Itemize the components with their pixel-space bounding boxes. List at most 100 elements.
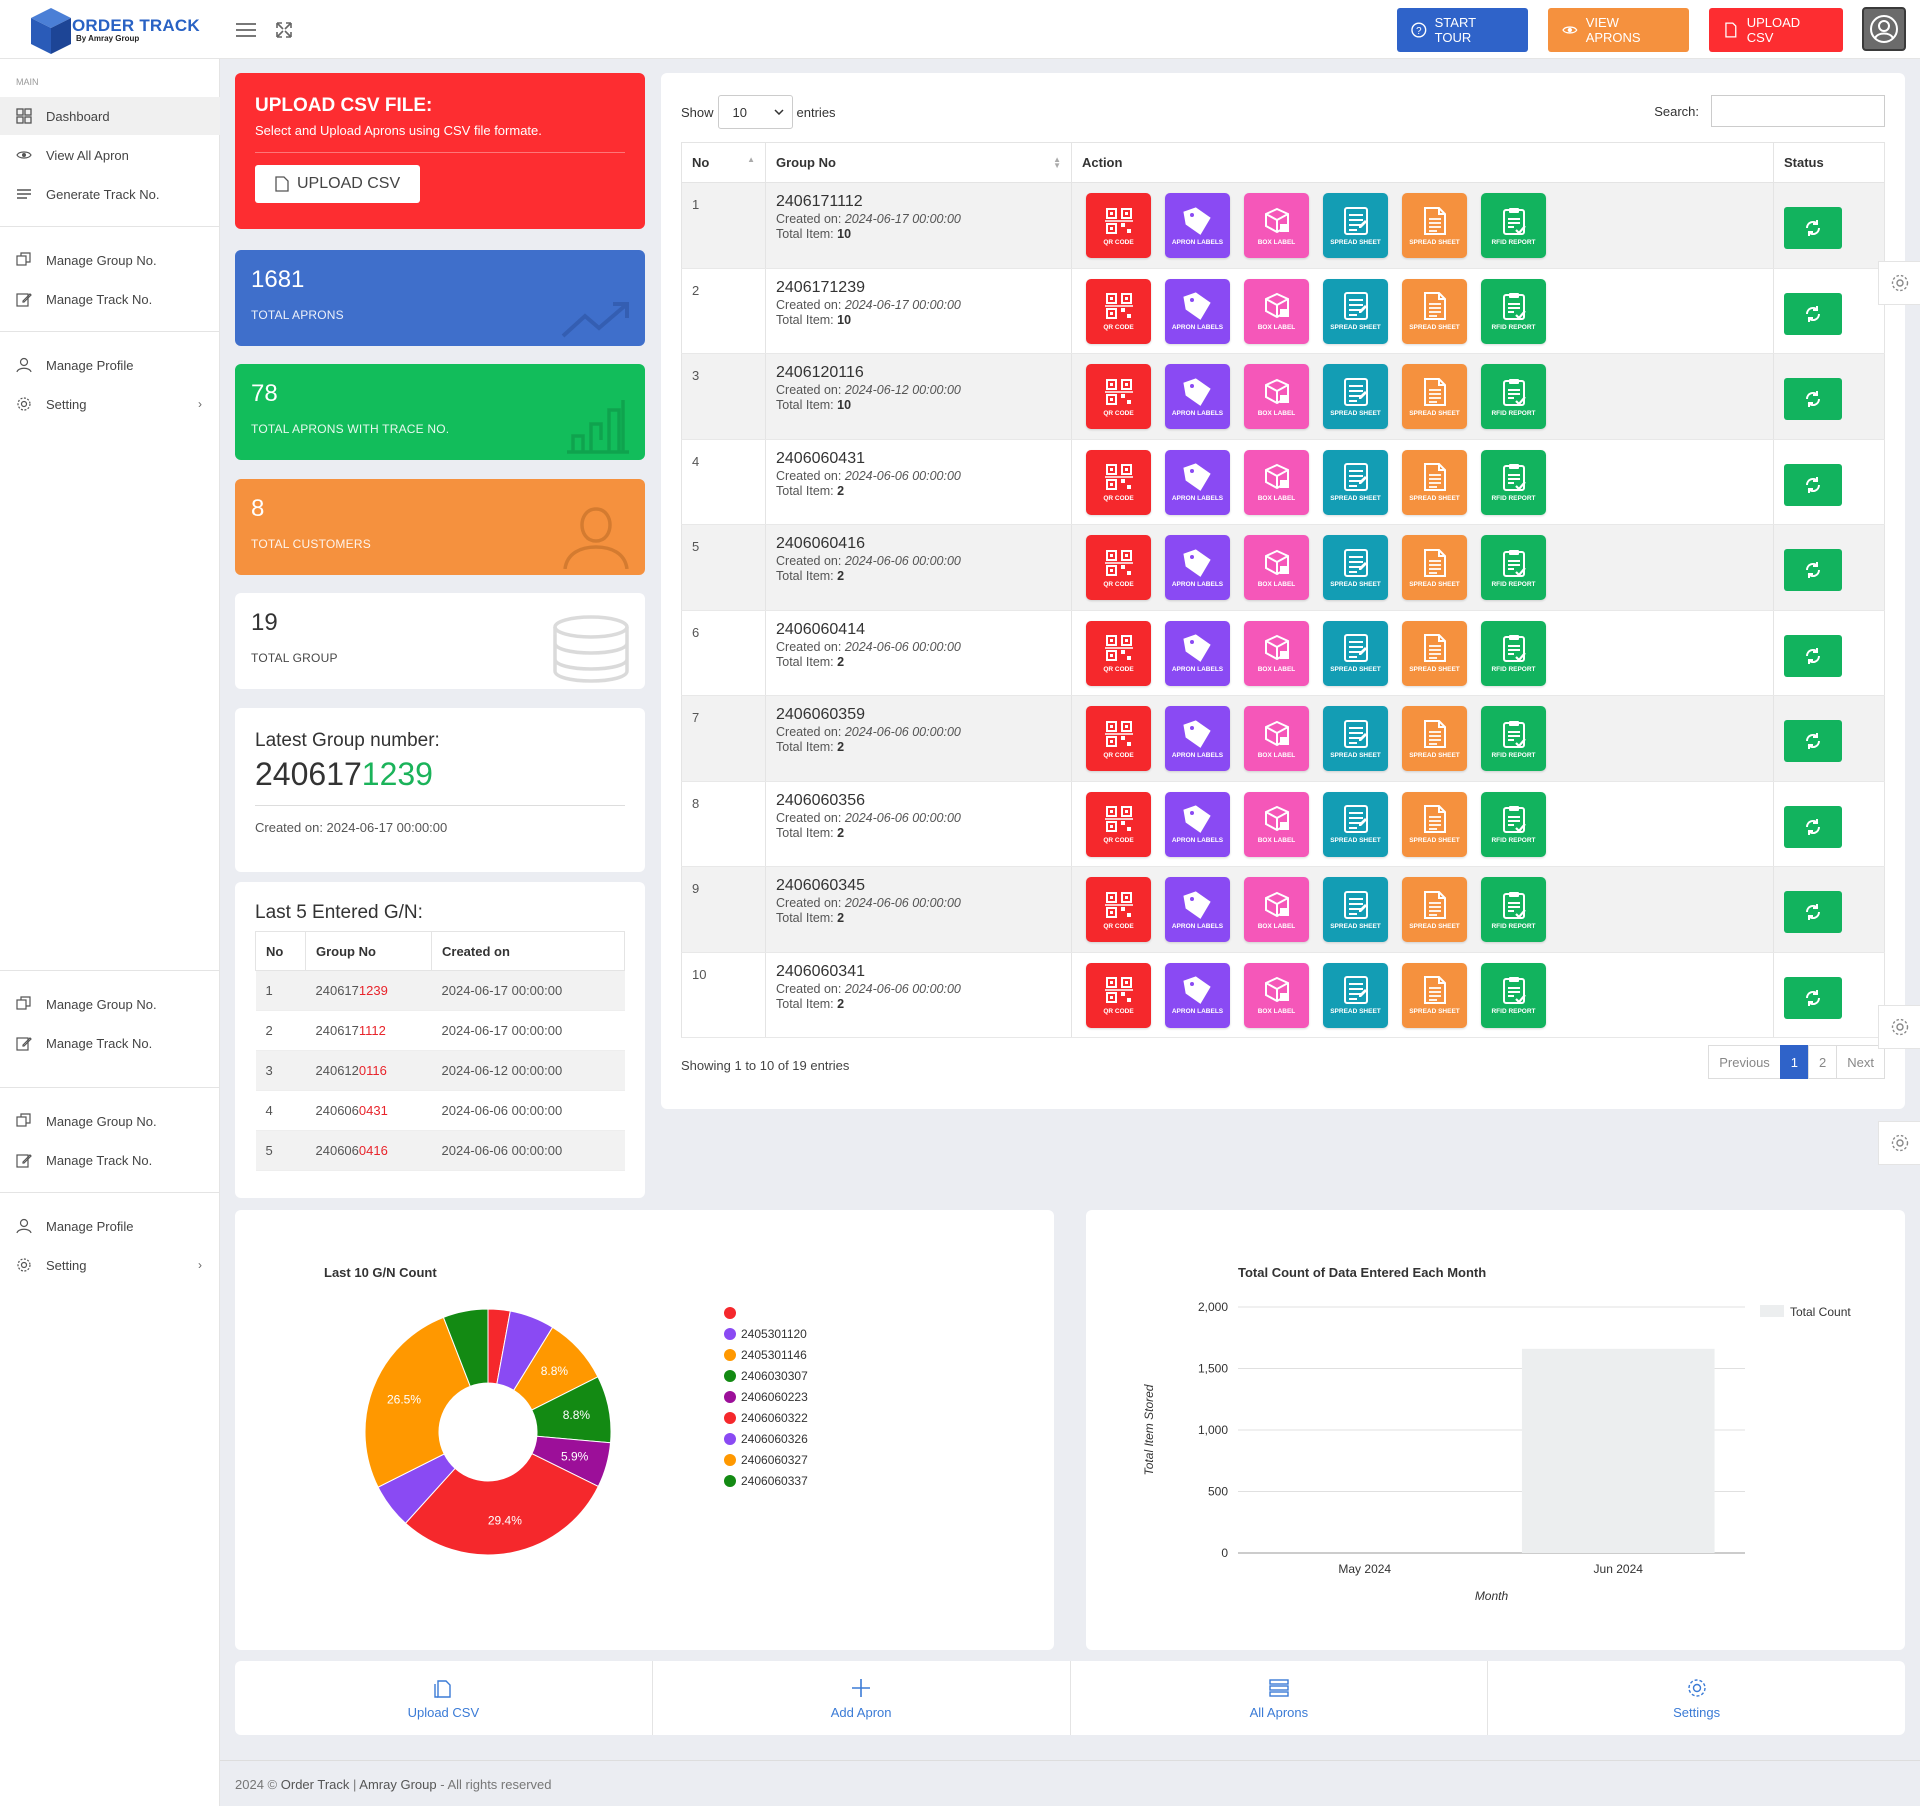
action-spread-sheet-button[interactable]: SPREAD SHEET xyxy=(1402,449,1467,515)
action-apron-labels-button[interactable]: APRON LABELS xyxy=(1165,962,1230,1028)
action-box-label-button[interactable]: BOX LABEL xyxy=(1244,706,1309,771)
sidebar-item-manage-track[interactable]: Manage Track No. xyxy=(0,280,220,318)
action-apron-labels-button[interactable]: APRON LABELS xyxy=(1165,620,1230,686)
action-box-label-button[interactable]: BOX LABEL xyxy=(1244,791,1309,857)
action-spread-sheet-button[interactable]: SPREAD SHEET xyxy=(1402,877,1467,942)
action-spread-sheet-button[interactable]: SPREAD SHEET xyxy=(1323,278,1388,344)
upload-csv-header-button[interactable]: UPLOAD CSV xyxy=(1709,8,1843,52)
settings-tab[interactable] xyxy=(1878,261,1920,305)
action-box-label-button[interactable]: BOX LABEL xyxy=(1244,278,1309,344)
status-refresh-button[interactable] xyxy=(1784,207,1842,249)
pagination-page-1[interactable]: 1 xyxy=(1779,1045,1810,1079)
sidebar-item-setting[interactable]: Setting › xyxy=(0,385,220,423)
entries-select[interactable]: 10 xyxy=(717,95,793,129)
action-spread-sheet-button[interactable]: SPREAD SHEET xyxy=(1402,791,1467,857)
sidebar-item-manage-group[interactable]: Manage Group No. xyxy=(0,985,220,1023)
action-rfid-report-button[interactable]: RFID REPORT xyxy=(1481,620,1546,686)
action-spread-sheet-button[interactable]: SPREAD SHEET xyxy=(1402,706,1467,771)
sidebar-item-dashboard[interactable]: Dashboard xyxy=(0,97,220,135)
search-input[interactable] xyxy=(1711,95,1885,127)
status-refresh-button[interactable] xyxy=(1784,378,1842,420)
action-spread-sheet-button[interactable]: SPREAD SHEET xyxy=(1323,449,1388,515)
sidebar-item-manage-track[interactable]: Manage Track No. xyxy=(0,1141,220,1179)
status-refresh-button[interactable] xyxy=(1784,805,1842,848)
action-spread-sheet-button[interactable]: SPREAD SHEET xyxy=(1402,364,1467,429)
action-apron-labels-button[interactable]: APRON LABELS xyxy=(1165,791,1230,857)
action-spread-sheet-button[interactable]: SPREAD SHEET xyxy=(1323,535,1388,600)
action-rfid-report-button[interactable]: RFID REPORT xyxy=(1481,193,1546,258)
status-refresh-button[interactable] xyxy=(1784,634,1842,677)
action-qr-code-button[interactable]: QR CODE xyxy=(1086,535,1151,600)
action-apron-labels-button[interactable]: APRON LABELS xyxy=(1165,706,1230,771)
footer-org-link[interactable]: Amray Group xyxy=(359,1777,437,1792)
pagination-page-2[interactable]: 2 xyxy=(1808,1045,1838,1079)
action-apron-labels-button[interactable]: APRON LABELS xyxy=(1165,278,1230,344)
action-spread-sheet-button[interactable]: SPREAD SHEET xyxy=(1323,877,1388,942)
sidebar-item-view-all-apron[interactable]: View All Apron xyxy=(0,136,220,174)
quick-all-aprons[interactable]: All Aprons xyxy=(1071,1661,1489,1735)
col-no[interactable]: No ▲ xyxy=(681,142,766,183)
sidebar-item-generate-track[interactable]: Generate Track No. xyxy=(0,175,220,213)
action-qr-code-button[interactable]: QR CODE xyxy=(1086,791,1151,857)
user-avatar[interactable] xyxy=(1862,7,1906,51)
action-rfid-report-button[interactable]: RFID REPORT xyxy=(1481,364,1546,429)
view-aprons-button[interactable]: VIEW APRONS xyxy=(1548,8,1689,52)
sidebar-item-setting[interactable]: Setting › xyxy=(0,1246,220,1284)
stat-total-aprons[interactable]: 1681 TOTAL APRONS xyxy=(235,250,645,346)
action-box-label-button[interactable]: BOX LABEL xyxy=(1244,449,1309,515)
status-refresh-button[interactable] xyxy=(1784,720,1842,762)
status-refresh-button[interactable] xyxy=(1784,463,1842,506)
action-qr-code-button[interactable]: QR CODE xyxy=(1086,706,1151,771)
hamburger-icon[interactable] xyxy=(234,18,258,42)
action-apron-labels-button[interactable]: APRON LABELS xyxy=(1165,877,1230,942)
status-refresh-button[interactable] xyxy=(1784,549,1842,591)
action-qr-code-button[interactable]: QR CODE xyxy=(1086,962,1151,1028)
action-box-label-button[interactable]: BOX LABEL xyxy=(1244,620,1309,686)
col-group-no[interactable]: Group No ▲ ▼ xyxy=(765,142,1072,183)
action-apron-labels-button[interactable]: APRON LABELS xyxy=(1165,449,1230,515)
action-rfid-report-button[interactable]: RFID REPORT xyxy=(1481,278,1546,344)
action-spread-sheet-button[interactable]: SPREAD SHEET xyxy=(1323,193,1388,258)
quick-settings[interactable]: Settings xyxy=(1488,1661,1905,1735)
footer-app-link[interactable]: Order Track xyxy=(280,1777,350,1792)
pagination-next[interactable]: Next xyxy=(1836,1045,1885,1079)
stat-total-customers[interactable]: 8 TOTAL CUSTOMERS xyxy=(235,479,645,575)
stat-total-aprons-trace[interactable]: 78 TOTAL APRONS WITH TRACE NO. xyxy=(235,364,645,460)
action-box-label-button[interactable]: BOX LABEL xyxy=(1244,535,1309,600)
status-refresh-button[interactable] xyxy=(1784,292,1842,335)
action-rfid-report-button[interactable]: RFID REPORT xyxy=(1481,791,1546,857)
action-spread-sheet-button[interactable]: SPREAD SHEET xyxy=(1402,620,1467,686)
action-box-label-button[interactable]: BOX LABEL xyxy=(1244,877,1309,942)
action-spread-sheet-button[interactable]: SPREAD SHEET xyxy=(1323,364,1388,429)
quick-add-apron[interactable]: Add Apron xyxy=(653,1661,1071,1735)
action-qr-code-button[interactable]: QR CODE xyxy=(1086,364,1151,429)
sidebar-item-manage-group[interactable]: Manage Group No. xyxy=(0,241,220,279)
sidebar-item-manage-group[interactable]: Manage Group No. xyxy=(0,1102,220,1140)
action-qr-code-button[interactable]: QR CODE xyxy=(1086,449,1151,515)
action-rfid-report-button[interactable]: RFID REPORT xyxy=(1481,449,1546,515)
upload-csv-button[interactable]: UPLOAD CSV xyxy=(255,165,421,203)
settings-tab[interactable] xyxy=(1878,1121,1920,1165)
status-refresh-button[interactable] xyxy=(1784,891,1842,933)
sidebar-item-manage-profile[interactable]: Manage Profile xyxy=(0,1207,220,1245)
sidebar-item-manage-track[interactable]: Manage Track No. xyxy=(0,1024,220,1062)
pagination-previous[interactable]: Previous xyxy=(1708,1045,1781,1079)
action-qr-code-button[interactable]: QR CODE xyxy=(1086,193,1151,258)
quick-upload-csv[interactable]: Upload CSV xyxy=(235,1661,653,1735)
stat-total-group[interactable]: 19 TOTAL GROUP xyxy=(235,593,645,689)
action-rfid-report-button[interactable]: RFID REPORT xyxy=(1481,706,1546,771)
action-apron-labels-button[interactable]: APRON LABELS xyxy=(1165,535,1230,600)
fullscreen-icon[interactable] xyxy=(272,18,296,42)
action-spread-sheet-button[interactable]: SPREAD SHEET xyxy=(1323,620,1388,686)
status-refresh-button[interactable] xyxy=(1784,976,1842,1019)
action-box-label-button[interactable]: BOX LABEL xyxy=(1244,962,1309,1028)
settings-tab[interactable] xyxy=(1878,1005,1920,1049)
action-rfid-report-button[interactable]: RFID REPORT xyxy=(1481,962,1546,1028)
action-qr-code-button[interactable]: QR CODE xyxy=(1086,620,1151,686)
action-spread-sheet-button[interactable]: SPREAD SHEET xyxy=(1402,278,1467,344)
logo[interactable]: ORDER TRACK By Amray Group xyxy=(28,6,218,56)
action-spread-sheet-button[interactable]: SPREAD SHEET xyxy=(1402,193,1467,258)
action-box-label-button[interactable]: BOX LABEL xyxy=(1244,193,1309,258)
action-qr-code-button[interactable]: QR CODE xyxy=(1086,877,1151,942)
action-apron-labels-button[interactable]: APRON LABELS xyxy=(1165,193,1230,258)
